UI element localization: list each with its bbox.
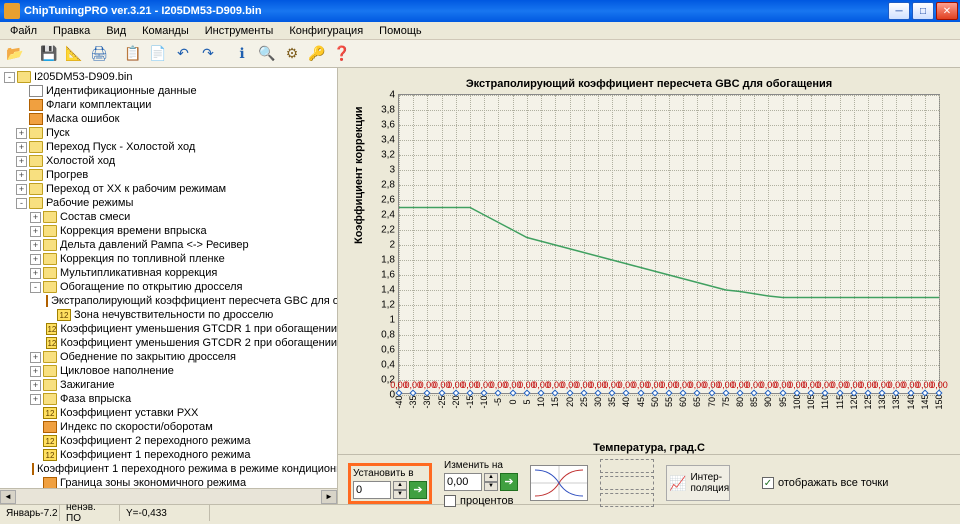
menu-commands[interactable]: Команды xyxy=(136,24,195,38)
tree-item[interactable]: 12Зона нечувствительности по дросселю xyxy=(2,308,337,322)
show-all-label: отображать все точки xyxy=(778,477,888,489)
status-1: Январь-7.2 xyxy=(0,505,60,521)
show-all-checkbox[interactable]: ✓ xyxy=(762,477,774,489)
tree-item[interactable]: +Холостой ход xyxy=(2,154,337,168)
tree-item[interactable]: +Дельта давлений Рампа <-> Ресивер xyxy=(2,238,337,252)
key-icon[interactable]: 🔑 xyxy=(306,43,328,65)
set-value-input[interactable] xyxy=(353,481,391,499)
preset-1[interactable] xyxy=(600,459,654,473)
show-all-points[interactable]: ✓ отображать все точки xyxy=(762,477,888,489)
chart-plot[interactable]: 00,20,40,60,811,21,41,61,822,22,42,62,83… xyxy=(398,94,940,394)
tree-item[interactable]: 12Коэффициент уменьшения GTCDR 1 при обо… xyxy=(2,322,337,336)
tree-item[interactable]: +Переход от ХХ к рабочим режимам xyxy=(2,182,337,196)
tool-a-icon[interactable]: ⚙ xyxy=(281,43,303,65)
set-spinner[interactable]: ▲▼ xyxy=(393,481,407,499)
curve-preview[interactable] xyxy=(530,465,588,501)
redo-icon[interactable]: ↷ xyxy=(197,43,219,65)
toolbar: 📂 💾 📐 🖨 📋 📄 ↶ ↷ ℹ 🔍 ⚙ 🔑 ❓ xyxy=(0,40,960,68)
set-value-group: Установить в ▲▼ ➔ xyxy=(348,463,432,504)
change-label: Изменить на xyxy=(444,460,518,471)
status-2: ненэв. ПО xyxy=(60,505,120,521)
tree-item[interactable]: 12Коэффициент уставки РХХ xyxy=(2,406,337,420)
menu-config[interactable]: Конфигурация xyxy=(283,24,369,38)
app-icon xyxy=(4,3,20,19)
bottom-panel: Установить в ▲▼ ➔ Изменить на ▲▼ ➔ xyxy=(338,454,960,511)
tree-item[interactable]: +Переход Пуск - Холостой ход xyxy=(2,140,337,154)
window-title: ChipTuningPRO ver.3.21 - I205DM53-D909.b… xyxy=(24,5,888,17)
compare-icon[interactable]: 📐 xyxy=(63,43,85,65)
minimize-button[interactable]: ─ xyxy=(888,2,910,20)
menubar: Файл Правка Вид Команды Инструменты Конф… xyxy=(0,22,960,40)
tree-item[interactable]: +Коррекция по топливной пленке xyxy=(2,252,337,266)
chart-ylabel: Коэффициент коррекции xyxy=(353,106,365,244)
tree-item[interactable]: +Обеднение по закрытию дросселя xyxy=(2,350,337,364)
tree-item[interactable]: +Пуск xyxy=(2,126,337,140)
tree-item[interactable]: +Коррекция времени впрыска xyxy=(2,224,337,238)
maximize-button[interactable]: □ xyxy=(912,2,934,20)
change-spinner[interactable]: ▲▼ xyxy=(484,473,498,491)
search-icon[interactable]: 🔍 xyxy=(256,43,278,65)
tree-item[interactable]: +Зажигание xyxy=(2,378,337,392)
preset-buttons xyxy=(600,459,654,507)
tree-item[interactable]: -I205DM53-D909.bin xyxy=(2,70,337,84)
change-value-group: Изменить на ▲▼ ➔ процентов xyxy=(444,460,518,507)
tree-item[interactable]: Идентификационные данные xyxy=(2,84,337,98)
info-icon[interactable]: ℹ xyxy=(231,43,253,65)
paste-icon[interactable]: 📄 xyxy=(147,43,169,65)
preset-2[interactable] xyxy=(600,476,654,490)
menu-file[interactable]: Файл xyxy=(4,24,43,38)
tree-item[interactable]: Маска ошибок xyxy=(2,112,337,126)
set-label: Установить в xyxy=(353,468,427,479)
tree-panel[interactable]: -I205DM53-D909.binИдентификационные данн… xyxy=(0,68,338,504)
open-icon[interactable]: 📂 xyxy=(4,43,26,65)
tree-item[interactable]: +Фаза впрыска xyxy=(2,392,337,406)
statusbar: Январь-7.2 ненэв. ПО Y=-0,433 xyxy=(0,504,960,521)
interpolate-button[interactable]: 📈 Интер- поляция xyxy=(666,465,730,501)
tree-item[interactable]: -Обогащение по открытию дросселя xyxy=(2,280,337,294)
set-apply-button[interactable]: ➔ xyxy=(409,481,427,499)
undo-icon[interactable]: ↶ xyxy=(172,43,194,65)
chart-title: Экстраполирующий коэффициент пересчета G… xyxy=(348,78,950,90)
help-icon[interactable]: ❓ xyxy=(331,43,353,65)
menu-edit[interactable]: Правка xyxy=(47,24,96,38)
tree-item[interactable]: 12Коэффициент 1 переходного режима xyxy=(2,448,337,462)
tree-item[interactable]: -Рабочие режимы xyxy=(2,196,337,210)
tree-item[interactable]: +Состав смеси xyxy=(2,210,337,224)
tree-item[interactable]: 12Коэффициент 2 переходного режима xyxy=(2,434,337,448)
tree-item[interactable]: Индекс по скорости/оборотам xyxy=(2,420,337,434)
tree-item[interactable]: Экстраполирующий коэффициент пересчета G… xyxy=(2,294,337,308)
save-icon[interactable]: 💾 xyxy=(38,43,60,65)
menu-help[interactable]: Помощь xyxy=(373,24,428,38)
tree-item[interactable]: 12Коэффициент уменьшения GTCDR 2 при обо… xyxy=(2,336,337,350)
tree-item[interactable]: +Цикловое наполнение xyxy=(2,364,337,378)
menu-view[interactable]: Вид xyxy=(100,24,132,38)
copy-icon[interactable]: 📋 xyxy=(122,43,144,65)
chart-area: Экстраполирующий коэффициент пересчета G… xyxy=(338,68,960,454)
tree-item[interactable]: +Мультипликативная коррекция xyxy=(2,266,337,280)
tree-scrollbar[interactable]: ◄► xyxy=(0,488,337,504)
close-button[interactable]: ✕ xyxy=(936,2,958,20)
tree-item[interactable]: +Прогрев xyxy=(2,168,337,182)
change-value-input[interactable] xyxy=(444,473,482,491)
menu-tools[interactable]: Инструменты xyxy=(199,24,280,38)
tree-item[interactable]: Флаги комплектации xyxy=(2,98,337,112)
tree-item[interactable]: Коэффициент 1 переходного режима в режим… xyxy=(2,462,337,476)
titlebar: ChipTuningPRO ver.3.21 - I205DM53-D909.b… xyxy=(0,0,960,22)
chart-xlabel: Температура, град.С xyxy=(348,442,950,454)
print-icon[interactable]: 🖨 xyxy=(88,43,110,65)
change-apply-button[interactable]: ➔ xyxy=(500,473,518,491)
status-3: Y=-0,433 xyxy=(120,505,210,521)
